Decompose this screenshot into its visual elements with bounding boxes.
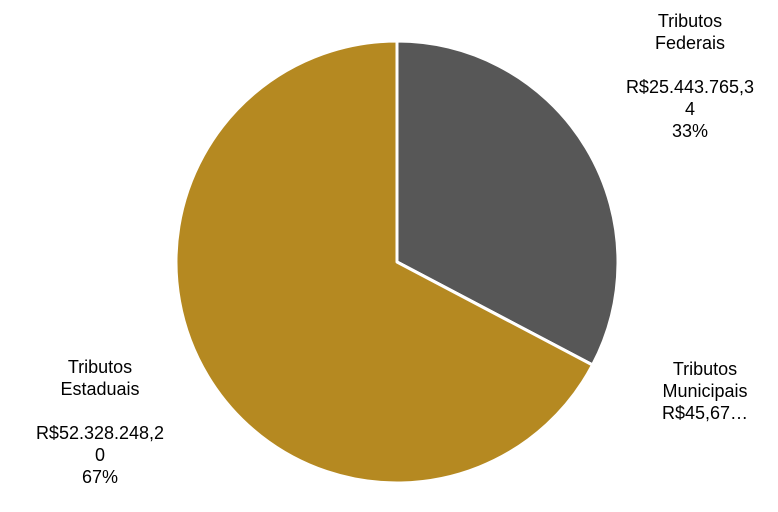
data-label-tributos-estaduais: Tributos Estaduais R$52.328.248,2 0 67% [10,356,190,488]
label-value-line2: 0 [94,445,105,465]
label-value-line2: 4 [684,99,695,119]
data-label-tributos-municipais: Tributos Municipais R$45,67… [630,358,778,424]
label-name-line1: Tributos [672,359,738,379]
label-percent: 67% [81,467,119,487]
label-value: R$45,67… [661,403,749,423]
pie-slice-tributos-estaduais [174,39,595,485]
label-percent: 33% [671,121,709,141]
label-name-line2: Estaduais [60,379,140,399]
data-label-tributos-federais: Tributos Federais R$25.443.765,3 4 33% [600,10,778,142]
label-name-line1: Tributos [657,11,723,31]
label-name-line2: Municipais [662,381,748,401]
label-name-line1: Tributos [67,357,133,377]
label-value-line1: R$25.443.765,3 [625,77,755,97]
label-name-line2: Federais [654,33,726,53]
pie-slices [174,39,620,485]
pie-slice-tributos-federais [395,39,620,367]
label-value-line1: R$52.328.248,2 [35,423,165,443]
